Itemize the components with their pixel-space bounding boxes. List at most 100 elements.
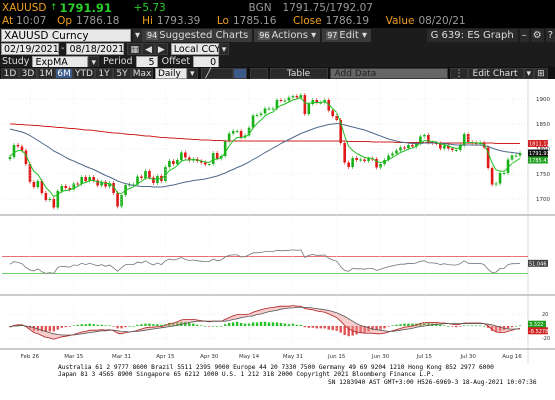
macd-hist-bar [188, 323, 191, 326]
line-tool-icon[interactable]: ╱ [200, 67, 233, 79]
minimize-icon[interactable]: – [519, 28, 529, 42]
edit-button[interactable]: 97 Edit ▾ [322, 28, 371, 42]
next-range-icon[interactable]: ▶ [154, 42, 168, 55]
currency-select[interactable]: Local CCY [170, 42, 220, 55]
period-3d[interactable]: 3D [19, 67, 37, 79]
zoom-icon[interactable]: ⊞ [534, 67, 548, 79]
candle-body [235, 131, 239, 132]
candle-body [399, 147, 402, 151]
macd-hist-bar [295, 324, 299, 326]
candle-body [411, 145, 414, 147]
candle-body [518, 153, 522, 156]
edit-dropdown-icon: ▾ [361, 29, 367, 41]
price-tick-label: 1750 [536, 172, 550, 178]
macd-hist-bar [275, 322, 279, 326]
macd-hist-bar [359, 326, 362, 334]
edit-chart-button[interactable]: Edit Chart [467, 67, 524, 79]
period-max[interactable]: Max [131, 67, 153, 79]
edit-chart-icon[interactable]: ⋮ [449, 67, 468, 79]
candle-body [76, 183, 80, 185]
edit-chart-dropdown-icon[interactable]: ▾ [523, 67, 535, 79]
macd-hist-bar [339, 326, 342, 333]
macd-hist-bar [443, 325, 446, 326]
bid-ask: 1791.75/1792.07 [282, 1, 373, 14]
candle-body [446, 145, 450, 149]
macd-hist-bar [52, 326, 56, 332]
settings-icon[interactable]: ⚙ [530, 28, 544, 42]
high-value: 1793.39 [156, 15, 201, 27]
macd-hist-bar [88, 323, 91, 326]
draw-tool-icon[interactable] [249, 67, 268, 79]
macd-hist-bar [219, 326, 223, 327]
price-tick-label: 1900 [536, 97, 550, 103]
candle-body [172, 161, 175, 164]
period-1d[interactable]: 1D [1, 67, 19, 79]
macd-hist-bar [482, 326, 486, 327]
macd-hist-bar [514, 326, 518, 327]
price-change: +5.73 [133, 1, 166, 14]
currency-dropdown-icon[interactable]: ▾ [218, 42, 230, 55]
macd-signal-line [9, 307, 520, 336]
period-1y[interactable]: 1Y [95, 67, 113, 79]
candle-body [287, 97, 291, 101]
security-dropdown-icon[interactable]: ▾ [133, 28, 143, 42]
x-tick-label: Jul 30 [460, 354, 477, 360]
suggested-charts-button[interactable]: 94 Suggested Charts [142, 28, 253, 42]
candle-body [187, 157, 191, 161]
study-select[interactable]: ExpMA [32, 55, 89, 68]
macd-hist-bar [84, 324, 87, 326]
period-5y[interactable]: 5Y [113, 67, 131, 79]
candle-body [423, 135, 426, 137]
table-button[interactable]: Table [269, 67, 328, 79]
macd-hist-bar [212, 326, 215, 327]
macd-hist-bar [463, 325, 466, 326]
macd-hist-bar [331, 326, 334, 331]
period-1m[interactable]: 1M [37, 67, 55, 79]
chart-style-icon[interactable] [232, 67, 247, 79]
candle-body [263, 108, 267, 114]
macd-hist-bar [371, 326, 374, 331]
macd-hist-bar [347, 326, 350, 337]
period-field[interactable]: 5 [135, 55, 158, 68]
calendar-icon[interactable]: ▦ [127, 42, 142, 55]
candle-body [48, 199, 52, 200]
candle-body [259, 113, 263, 115]
period-buttons: 1D 3D 1M 6M YTD 1Y 5Y Max [1, 67, 153, 79]
frequency-dropdown-icon[interactable]: ▾ [187, 67, 198, 79]
study-dropdown-icon[interactable]: ▾ [88, 55, 99, 68]
edit-num: 97 [326, 30, 339, 40]
candle-body [351, 158, 354, 167]
command-toolbar: XAUUSD Curncy ▾ 94 Suggested Charts 96 Act… [0, 28, 555, 42]
macd-hist-bar [28, 326, 32, 329]
candle-body [36, 181, 40, 187]
macd-hist-bar [427, 323, 430, 326]
macd-hist-bar [200, 325, 203, 326]
open-label: Op [57, 15, 73, 27]
candle-body [32, 182, 36, 187]
actions-button[interactable]: 96 Actions ▾ [254, 28, 321, 42]
candle-body [331, 110, 335, 116]
candle-body [231, 131, 235, 134]
chart-area[interactable]: 190018501800175017001811.121791.911785.4… [0, 79, 555, 379]
candle-body [490, 168, 494, 185]
candle-body [164, 167, 167, 181]
frequency-select[interactable]: Daily [155, 67, 187, 79]
candle-body [506, 159, 510, 173]
x-tick-label: Apr 30 [200, 354, 219, 360]
candle-body [347, 162, 350, 167]
prev-range-icon[interactable]: ◀ [141, 42, 155, 55]
offset-field[interactable]: 0 [193, 55, 220, 68]
start-date-field[interactable]: 02/19/2021 [1, 42, 59, 55]
candle-body [104, 182, 107, 187]
security-field[interactable]: XAUUSD Curncy [1, 28, 131, 42]
period-6m[interactable]: 6M [55, 67, 73, 79]
candle-body [152, 177, 155, 183]
candle-body [486, 147, 490, 168]
end-date-field[interactable]: 08/18/2021 [66, 42, 125, 55]
help-icon[interactable]: ? [545, 28, 555, 42]
macd-hist-bar [311, 326, 315, 328]
candle-body [419, 136, 422, 144]
period-ytd[interactable]: YTD [73, 67, 95, 79]
x-tick-label: May 14 [239, 354, 260, 360]
add-data-button[interactable]: Add Data [329, 67, 448, 79]
